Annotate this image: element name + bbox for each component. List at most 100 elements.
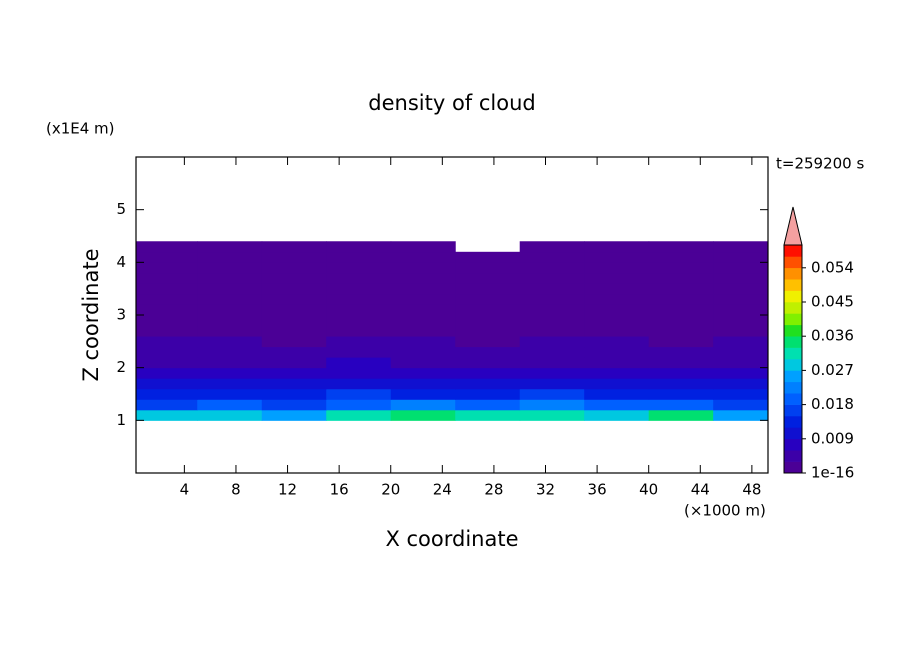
cell <box>136 357 198 369</box>
cell <box>584 283 650 295</box>
cell <box>455 283 521 295</box>
colorbar-swatch <box>784 416 802 428</box>
y-tick-label: 2 <box>116 358 126 376</box>
cell <box>326 378 392 390</box>
cell <box>326 315 392 327</box>
colorbar-swatch <box>784 279 802 291</box>
colorbar-swatch <box>784 359 802 371</box>
y-tick-label: 3 <box>116 306 126 324</box>
cell <box>584 315 650 327</box>
colorbar-tick-label: 0.045 <box>811 293 854 311</box>
cell <box>519 336 585 348</box>
colorbar-extend <box>783 206 803 246</box>
cell <box>261 283 327 295</box>
cell <box>197 346 263 358</box>
cell <box>455 251 521 263</box>
cell <box>584 367 650 379</box>
cell <box>326 251 392 263</box>
cell <box>197 262 263 274</box>
cell <box>648 262 714 274</box>
x-tick-label: 28 <box>484 481 503 499</box>
cell <box>390 251 456 263</box>
cell <box>648 336 714 348</box>
cell <box>326 409 392 421</box>
cell <box>584 336 650 348</box>
cell <box>584 409 650 421</box>
colorbar-tick-label: 0.054 <box>811 258 854 276</box>
cell <box>584 293 650 305</box>
y-tick-label: 5 <box>116 200 126 218</box>
cell <box>519 367 585 379</box>
cell <box>326 304 392 316</box>
cell <box>261 409 327 421</box>
cell <box>326 241 392 253</box>
colorbar-swatch <box>784 313 802 326</box>
cell <box>648 315 714 327</box>
colorbar-swatch <box>784 336 802 348</box>
cell <box>136 336 198 348</box>
cell <box>390 388 456 400</box>
cell <box>390 367 456 379</box>
cell <box>197 315 263 327</box>
cell <box>519 262 585 274</box>
cell <box>519 293 585 305</box>
cell <box>390 325 456 337</box>
cell <box>136 399 198 411</box>
y-tick-label: 1 <box>116 411 126 429</box>
cell <box>136 325 198 337</box>
cell <box>519 272 585 284</box>
cell <box>519 315 585 327</box>
cell <box>584 262 650 274</box>
cell <box>648 409 714 421</box>
x-tick-label: 36 <box>588 481 607 499</box>
cell <box>261 304 327 316</box>
cell <box>584 399 650 411</box>
y-axis-label: Z coordinate <box>79 248 103 381</box>
cell <box>197 357 263 369</box>
cell <box>326 283 392 295</box>
cell <box>261 357 327 369</box>
cell <box>197 325 263 337</box>
cell <box>326 346 392 358</box>
cell <box>390 304 456 316</box>
cell <box>519 346 585 358</box>
cell <box>326 272 392 284</box>
cell <box>648 304 714 316</box>
cell <box>713 251 769 263</box>
x-unit: (×1000 m) <box>684 502 766 520</box>
colorbar-tick-label: 0.027 <box>811 361 854 379</box>
cell <box>648 378 714 390</box>
cell <box>326 388 392 400</box>
cell <box>455 378 521 390</box>
cell <box>713 293 769 305</box>
cell <box>648 367 714 379</box>
cell <box>519 409 585 421</box>
cell <box>136 241 198 253</box>
cell <box>197 272 263 284</box>
colorbar-swatch <box>784 267 802 280</box>
cell <box>261 388 327 400</box>
cell <box>390 241 456 253</box>
colorbar-tick-label: 0.036 <box>811 327 854 345</box>
x-tick-label: 40 <box>639 481 658 499</box>
cell <box>455 315 521 327</box>
cell <box>648 251 714 263</box>
cell <box>326 367 392 379</box>
x-tick-label: 12 <box>278 481 297 499</box>
cell <box>713 262 769 274</box>
cell <box>713 325 769 337</box>
cell <box>519 241 585 253</box>
colorbar-tick-label: 0.018 <box>811 395 854 413</box>
cell <box>136 367 198 379</box>
colorbar-frame <box>783 244 803 474</box>
cell <box>326 262 392 274</box>
x-tick-label: 32 <box>536 481 555 499</box>
cell <box>519 357 585 369</box>
cell <box>390 357 456 369</box>
cell <box>390 336 456 348</box>
cell <box>197 293 263 305</box>
cell <box>197 399 263 411</box>
x-tick-label: 16 <box>330 481 349 499</box>
plot-frame <box>135 156 769 474</box>
